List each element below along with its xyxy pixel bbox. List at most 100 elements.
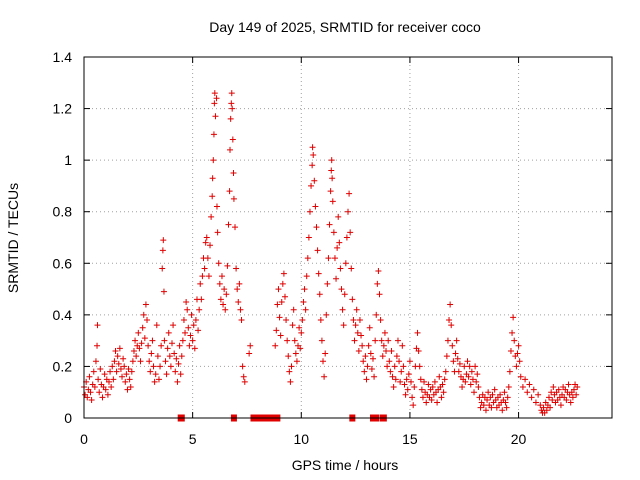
data-point <box>152 371 159 378</box>
data-point <box>365 342 372 349</box>
data-point <box>410 402 417 409</box>
data-point <box>312 203 319 210</box>
data-point <box>293 358 300 365</box>
data-point <box>182 329 189 336</box>
y-tick-labels: 0 0.2 0.4 0.6 0.8 1 1.2 1.4 <box>53 49 73 426</box>
data-point <box>334 244 341 251</box>
data-point <box>570 386 577 393</box>
data-point <box>228 90 235 97</box>
data-point <box>378 337 385 344</box>
data-point <box>160 288 167 295</box>
data-point <box>325 255 332 262</box>
data-point <box>377 317 384 324</box>
data-point <box>425 381 432 388</box>
data-point <box>240 373 247 380</box>
data-point <box>341 291 348 298</box>
data-point <box>450 358 457 365</box>
data-point <box>94 342 101 349</box>
data-point <box>506 368 513 375</box>
data-point <box>226 188 233 195</box>
data-point <box>207 242 214 249</box>
data-point <box>276 314 283 321</box>
data-point <box>132 337 139 344</box>
data-point <box>304 255 311 262</box>
data-point <box>284 337 291 344</box>
data-point <box>187 332 194 339</box>
data-point <box>313 224 320 231</box>
data-point <box>429 384 436 391</box>
data-point <box>278 298 285 305</box>
data-point <box>404 386 411 393</box>
data-point <box>448 322 455 329</box>
data-point <box>195 327 202 334</box>
y-tick-label: 0.2 <box>53 358 73 374</box>
data-point <box>171 350 178 357</box>
data-point <box>513 363 520 370</box>
data-point <box>290 306 297 313</box>
data-point <box>355 347 362 354</box>
data-point <box>198 296 205 303</box>
data-point <box>387 368 394 375</box>
data-point <box>417 376 424 383</box>
data-point <box>96 389 103 396</box>
data-point <box>449 342 456 349</box>
data-point <box>183 298 190 305</box>
data-point <box>484 396 491 403</box>
data-point <box>369 355 376 362</box>
data-point <box>375 268 382 275</box>
data-point <box>122 378 129 385</box>
data-point <box>124 386 131 393</box>
data-point <box>452 350 459 357</box>
data-point <box>135 329 142 336</box>
data-point <box>545 394 552 401</box>
data-point <box>179 337 186 344</box>
data-point <box>505 384 512 391</box>
data-point <box>176 342 183 349</box>
data-point <box>428 396 435 403</box>
data-point <box>126 376 133 383</box>
data-point <box>345 208 351 215</box>
data-point <box>397 378 404 385</box>
data-point <box>368 366 375 373</box>
data-point <box>472 363 479 370</box>
data-point <box>205 273 212 280</box>
data-point <box>221 286 228 293</box>
data-point <box>130 347 137 354</box>
data-point <box>456 360 463 367</box>
data-point <box>316 291 323 298</box>
data-point <box>474 371 481 378</box>
data-point <box>309 144 316 151</box>
data-point <box>363 376 370 383</box>
data-point <box>366 324 373 331</box>
data-point <box>524 389 531 396</box>
data-point <box>565 381 572 388</box>
data-point <box>475 384 482 391</box>
data-point <box>140 311 147 318</box>
data-point <box>328 157 335 164</box>
data-point <box>328 167 335 174</box>
data-point <box>499 407 506 414</box>
data-point <box>461 363 468 370</box>
x-tick-label: 15 <box>402 431 418 447</box>
y-tick-label: 0.6 <box>53 255 73 271</box>
data-point <box>569 394 576 401</box>
data-point <box>507 347 514 354</box>
data-point <box>177 371 184 378</box>
data-point <box>315 270 322 277</box>
data-point <box>398 368 405 375</box>
data-point <box>504 394 511 401</box>
data-point <box>459 384 466 391</box>
data-point <box>210 157 217 164</box>
data-point <box>86 373 93 380</box>
data-point <box>227 146 234 153</box>
data-point <box>411 384 418 391</box>
data-point <box>160 237 167 244</box>
data-point <box>87 389 94 396</box>
data-point <box>246 350 253 357</box>
data-point <box>396 358 403 365</box>
data-point <box>502 399 509 406</box>
data-point <box>324 280 331 287</box>
data-point <box>225 221 232 228</box>
data-point <box>336 239 343 246</box>
data-point <box>202 239 209 246</box>
